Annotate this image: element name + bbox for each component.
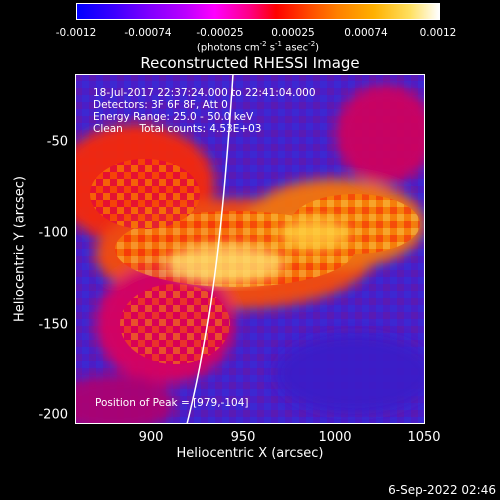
colorbar-tick-label: 0.00074 [344, 27, 388, 39]
image-title: Reconstructed RHESSI Image [140, 54, 360, 72]
detectors-label: Detectors: 3F 6F 8F, Att 0 [93, 99, 228, 111]
colorbar-tick-label: -0.00025 [196, 27, 244, 39]
rhessi-image [75, 74, 425, 424]
colorbar-tick-label: -0.0012 [55, 27, 97, 39]
y-tick-label: -50 [46, 134, 68, 150]
colorbar-tick-label: -0.00074 [124, 27, 172, 39]
x-axis-label: Heliocentric X (arcsec) [176, 446, 324, 461]
y-tick-label: -200 [38, 407, 68, 423]
colorbar-units: (photons cm-2 s-1 asec-2) [196, 40, 320, 54]
total-counts-label: Clean Total counts: 4.53E+03 [93, 123, 262, 135]
time-range-label: 18-Jul-2017 22:37:24.000 to 22:41:04.000 [93, 87, 316, 99]
colorbar [76, 3, 440, 20]
y-tick-label: -150 [38, 317, 68, 333]
peak-position-label: Position of Peak = [979,-104] [95, 397, 249, 409]
energy-range-label: Energy Range: 25.0 - 50.0 keV [93, 111, 254, 123]
solar-limb [186, 74, 234, 424]
x-tick-label: 1000 [318, 430, 352, 445]
colorbar-tick-label: 0.0012 [419, 27, 457, 39]
y-tick-label: -100 [38, 225, 68, 241]
y-axis-label: Heliocentric Y (arcsec) [12, 176, 28, 322]
x-tick-label: 900 [138, 430, 164, 445]
colorbar-tick-label: 0.00025 [271, 27, 315, 39]
timestamp: 6-Sep-2022 02:46 [388, 483, 496, 497]
x-tick-label: 950 [230, 430, 256, 445]
x-tick-label: 1050 [407, 430, 441, 445]
